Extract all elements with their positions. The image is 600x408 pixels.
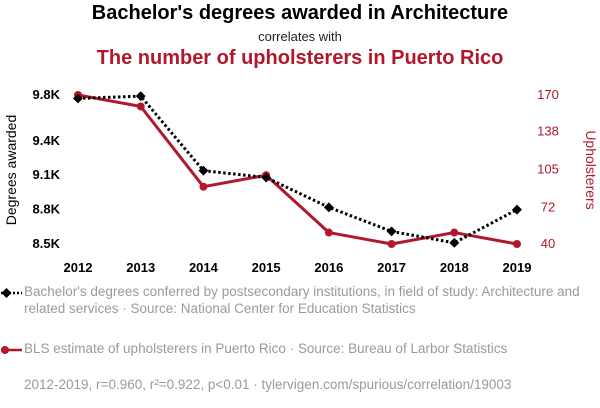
data-point-degrees bbox=[73, 93, 83, 104]
data-point-degrees bbox=[323, 202, 334, 213]
data-point-degrees bbox=[135, 91, 146, 102]
data-point-upholsterers bbox=[136, 102, 145, 111]
data-point-upholsterers bbox=[450, 228, 459, 237]
y-right-tick-label: 170 bbox=[537, 87, 559, 102]
legend-swatch-degrees bbox=[1, 288, 22, 298]
data-point-degrees bbox=[449, 237, 460, 248]
x-tick-label: 2017 bbox=[377, 260, 406, 275]
y-left-tick-label: 8.5K bbox=[33, 236, 61, 251]
data-point-upholsterers bbox=[199, 182, 208, 191]
data-point-degrees bbox=[198, 165, 209, 176]
y-left-tick-label: 9.1K bbox=[33, 167, 61, 182]
y-axis-right-label: Upholsterers bbox=[583, 130, 599, 209]
data-point-upholsterers bbox=[387, 240, 396, 248]
x-tick-label: 2012 bbox=[64, 260, 93, 275]
x-tick-label: 2014 bbox=[189, 260, 219, 275]
data-point-degrees bbox=[261, 172, 272, 183]
y-left-tick-label: 9.8K bbox=[33, 87, 61, 102]
x-tick-label: 2015 bbox=[252, 260, 281, 275]
legend-label-upholsterers: BLS estimate of upholsterers in Puerto R… bbox=[24, 341, 508, 356]
y-right-tick-label: 40 bbox=[541, 236, 555, 251]
line-chart: Degrees awarded Upholsterers 9.8K 9.4K 9.1… bbox=[3, 87, 599, 275]
series-line-degrees bbox=[77, 94, 518, 245]
x-tick-label: 2018 bbox=[440, 260, 469, 275]
footer-stats: 2012-2019, r=0.960, r²=0.922, p<0.01 · t… bbox=[24, 377, 512, 392]
data-point-upholsterers bbox=[324, 228, 333, 237]
legend-label-degrees: Bachelor's degrees conferred by postseco… bbox=[24, 284, 580, 316]
title-connector: correlates with bbox=[258, 29, 342, 44]
x-tick-label: 2013 bbox=[126, 260, 155, 275]
y-axis-left-label: Degrees awarded bbox=[3, 115, 19, 226]
chart-title: Bachelor's degrees awarded in Architectu… bbox=[91, 2, 509, 24]
series-line-upholsterers bbox=[77, 93, 518, 246]
x-tick-label: 2016 bbox=[314, 260, 343, 275]
data-point-degrees bbox=[512, 204, 522, 215]
y-right-tick-label: 105 bbox=[537, 162, 559, 177]
x-tick-label: 2019 bbox=[503, 260, 532, 275]
data-point-upholsterers bbox=[513, 240, 521, 248]
chart-subtitle: The number of upholsterers in Puerto Ric… bbox=[96, 47, 504, 69]
data-point-degrees bbox=[386, 226, 397, 237]
y-left-tick-label: 8.8K bbox=[33, 202, 61, 217]
y-right-tick-label: 138 bbox=[537, 124, 559, 139]
y-left-tick-label: 9.4K bbox=[33, 133, 61, 148]
y-right-tick-label: 72 bbox=[541, 199, 555, 214]
legend-swatch-upholsterers bbox=[1, 346, 22, 354]
